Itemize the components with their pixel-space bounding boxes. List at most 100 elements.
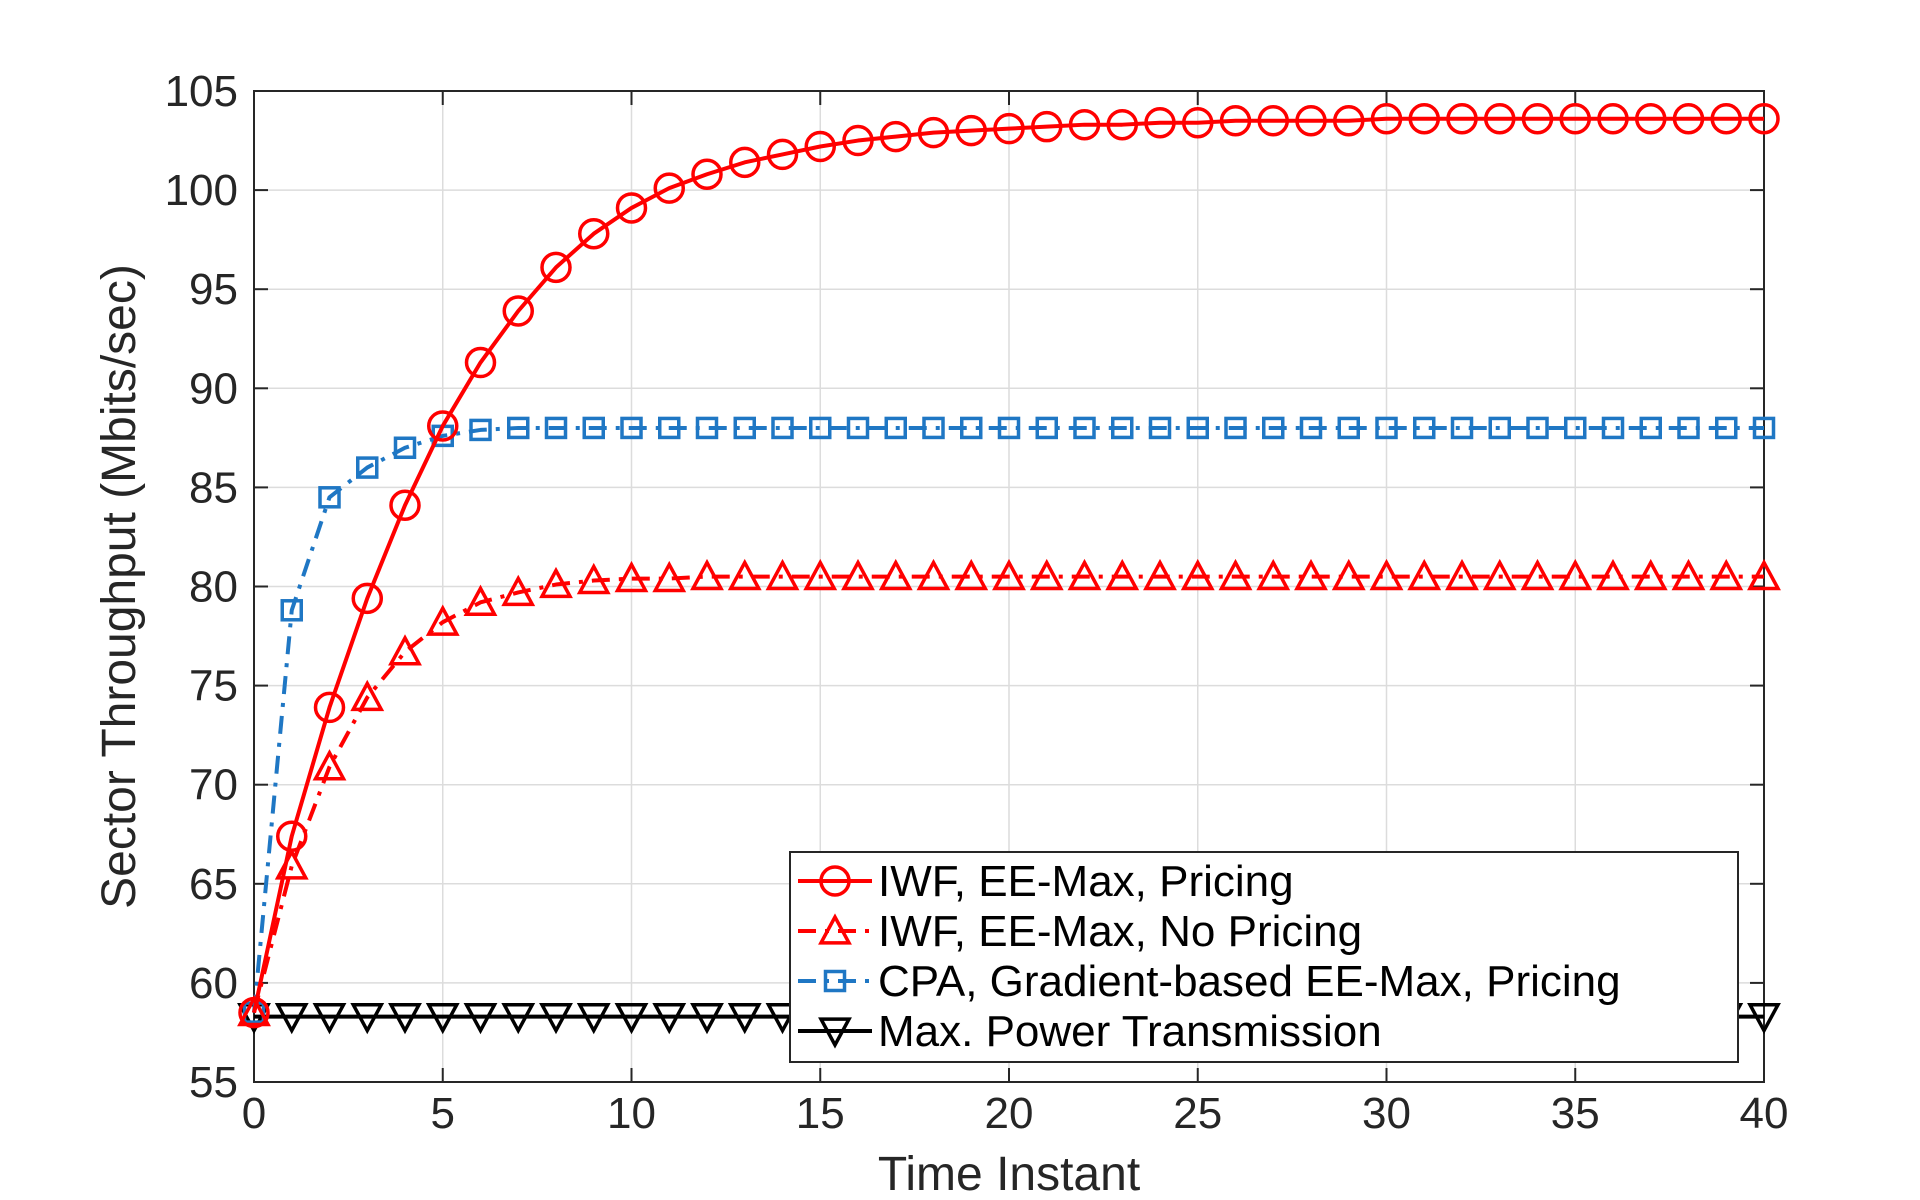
data-point [544, 416, 568, 440]
data-point [615, 192, 648, 224]
data-point [237, 994, 271, 1027]
data-point [803, 558, 838, 591]
x-tick-label: 40 [1740, 1089, 1789, 1138]
data-point [1182, 106, 1214, 139]
data-point [1521, 102, 1554, 135]
data-point [765, 558, 800, 591]
data-point [501, 1002, 536, 1035]
data-point [1256, 558, 1291, 591]
data-point [1520, 558, 1555, 591]
x-tick-label: 5 [431, 1089, 455, 1138]
data-point [425, 604, 460, 636]
data-point [1484, 102, 1516, 135]
data-point [1186, 416, 1209, 440]
data-point [388, 634, 422, 666]
data-point [1067, 558, 1102, 591]
x-tick-label: 20 [985, 1089, 1034, 1138]
series-line [252, 425, 1764, 1013]
data-point [313, 691, 346, 724]
data-point [1635, 102, 1667, 135]
series-line [252, 574, 1764, 1014]
legend-marker [823, 969, 847, 993]
data-point [1633, 558, 1668, 591]
data-point [695, 416, 719, 440]
data-point [393, 436, 417, 460]
x-tick-label: 35 [1551, 1089, 1600, 1138]
data-point [1672, 102, 1705, 135]
legend-label: CPA, Gradient-based EE-Max, Pricing [878, 957, 1621, 1006]
legend-entry: IWF, EE-Max, No Pricing [798, 907, 1362, 956]
data-point [1671, 558, 1706, 591]
x-tick-label: 25 [1173, 1089, 1222, 1138]
data-point [1295, 104, 1327, 137]
data-point [1597, 102, 1629, 135]
data-point [507, 416, 530, 440]
x-tick-label: 30 [1362, 1089, 1411, 1138]
data-point [1144, 106, 1176, 139]
data-point [1596, 558, 1630, 591]
y-tick-label: 70 [189, 761, 238, 810]
data-point [1068, 108, 1101, 141]
data-point [1257, 104, 1289, 137]
legend-box [789, 851, 1739, 1063]
data-point [652, 560, 687, 593]
data-point [846, 416, 870, 440]
y-tick-label: 85 [189, 463, 238, 512]
data-point [729, 146, 761, 179]
data-point [1105, 558, 1140, 591]
data-point [1073, 416, 1096, 440]
data-point [997, 416, 1021, 440]
data-point [356, 456, 379, 479]
data-point [1526, 416, 1549, 440]
y-tick-label: 95 [189, 265, 238, 314]
x-tick-label: 0 [242, 1089, 266, 1138]
data-point [733, 416, 756, 440]
data-point [1677, 416, 1700, 440]
data-point [1224, 416, 1247, 440]
data-point [766, 138, 799, 171]
data-point [1558, 558, 1593, 591]
data-point [582, 416, 605, 440]
axes: 0 5 10 15 20 25 30 35 40 55 60 65 70 75 80 85 90 95 100 105 [165, 67, 1789, 1138]
data-point [1752, 416, 1776, 440]
data-point [540, 251, 572, 284]
data-point [1482, 558, 1517, 591]
data-point [620, 416, 643, 440]
data-point [690, 558, 724, 591]
data-point [960, 416, 983, 440]
data-point [1111, 416, 1134, 440]
data-point [1218, 558, 1253, 591]
data-point [993, 112, 1025, 145]
data-point [614, 560, 649, 593]
data-point [274, 1002, 309, 1035]
data-point [425, 1002, 460, 1035]
data-point [614, 1002, 649, 1035]
data-point [1299, 416, 1323, 440]
legend-entry: CPA, Gradient-based EE-Max, Pricing [798, 957, 1621, 1006]
data-point [1029, 558, 1064, 591]
legend-label: Max. Power Transmission [878, 1007, 1382, 1056]
data-point [539, 1002, 573, 1035]
data-point [280, 599, 303, 622]
x-axis-title: Time Instant [878, 1148, 1140, 1200]
data-point [238, 996, 270, 1029]
legend-marker [819, 865, 851, 897]
y-tick-label: 90 [189, 364, 238, 413]
series-2 [237, 558, 1781, 1027]
data-point [1219, 104, 1252, 137]
y-tick-label: 75 [189, 662, 238, 711]
data-point [576, 1002, 611, 1035]
data-point [1445, 558, 1479, 591]
data-point [1407, 558, 1442, 591]
data-point [917, 116, 950, 149]
data-point [771, 416, 794, 440]
y-tick-label: 60 [189, 959, 238, 1008]
data-point [1747, 1002, 1781, 1035]
data-point [809, 416, 832, 440]
data-point [878, 558, 913, 591]
data-point [501, 574, 536, 607]
data-point [1601, 416, 1625, 440]
data-point [1143, 558, 1177, 591]
data-point [841, 558, 875, 591]
